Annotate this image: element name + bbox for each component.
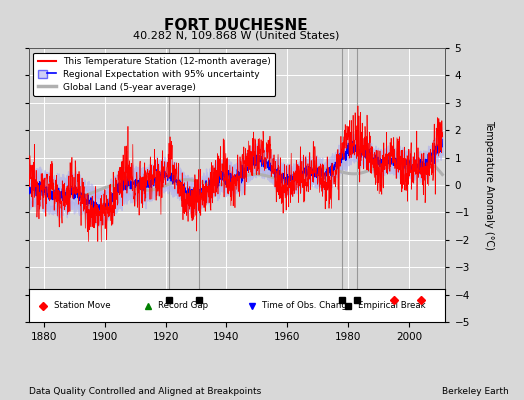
Text: 40.282 N, 109.868 W (United States): 40.282 N, 109.868 W (United States) [133,30,339,40]
Text: Data Quality Controlled and Aligned at Breakpoints: Data Quality Controlled and Aligned at B… [29,387,261,396]
Y-axis label: Temperature Anomaly (°C): Temperature Anomaly (°C) [484,120,494,250]
Text: FORT DUCHESNE: FORT DUCHESNE [164,18,308,33]
Text: Berkeley Earth: Berkeley Earth [442,387,508,396]
Legend: This Temperature Station (12-month average), Regional Expectation with 95% uncer: This Temperature Station (12-month avera… [34,52,276,96]
